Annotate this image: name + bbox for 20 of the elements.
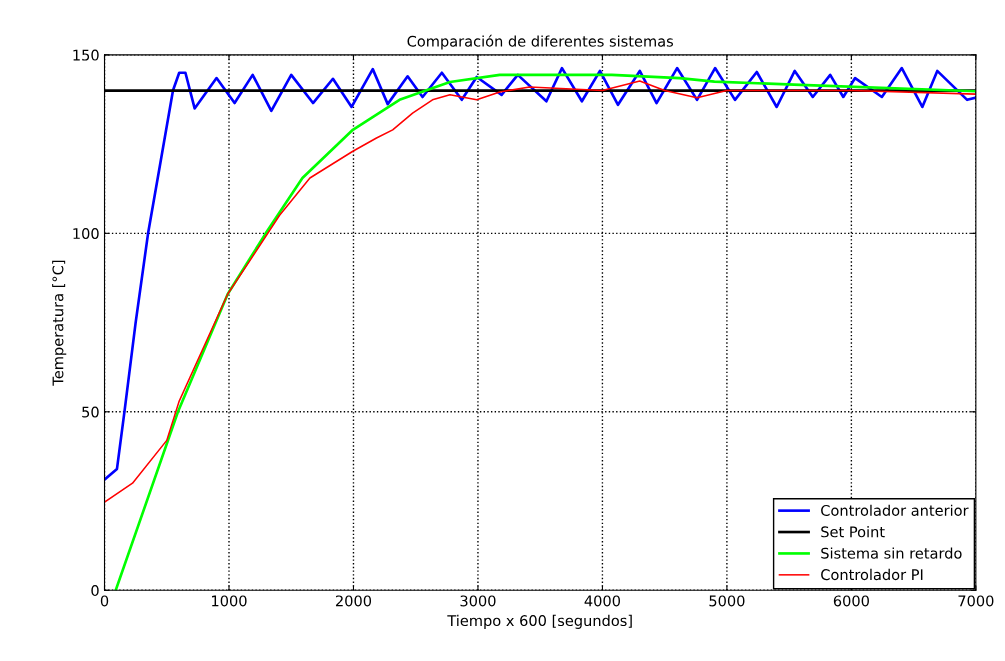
x-tick-label: 1000: [212, 595, 247, 607]
x-tick-label: 3000: [460, 595, 496, 607]
y-tick-label: 100: [73, 228, 99, 240]
line-series: [114, 73, 976, 591]
y-tick-label: 150: [73, 49, 99, 61]
legend-label: Controlador anterior: [821, 504, 969, 516]
legend-label: Set Point: [821, 526, 885, 538]
x-axis-title: Tiempo x 600 [segundos]: [447, 614, 632, 629]
y-tick-label: 0: [91, 584, 99, 597]
x-tick-label: 6000: [833, 595, 869, 607]
y-tick-label: 50: [82, 406, 99, 418]
legend-label: Sistema sin retardo: [821, 547, 962, 559]
y-axis-title: Temperatura [°C]: [52, 260, 67, 386]
x-tick-label: 4000: [584, 595, 621, 607]
x-tick-label: 2000: [335, 595, 372, 607]
chart-title: Comparación de diferentes sistemas: [407, 34, 674, 50]
legend-label: Controlador PI: [821, 568, 923, 581]
x-tick-label: 0: [100, 595, 109, 607]
x-tick-label: 5000: [709, 595, 745, 607]
x-tick-label: 7000: [958, 595, 994, 607]
